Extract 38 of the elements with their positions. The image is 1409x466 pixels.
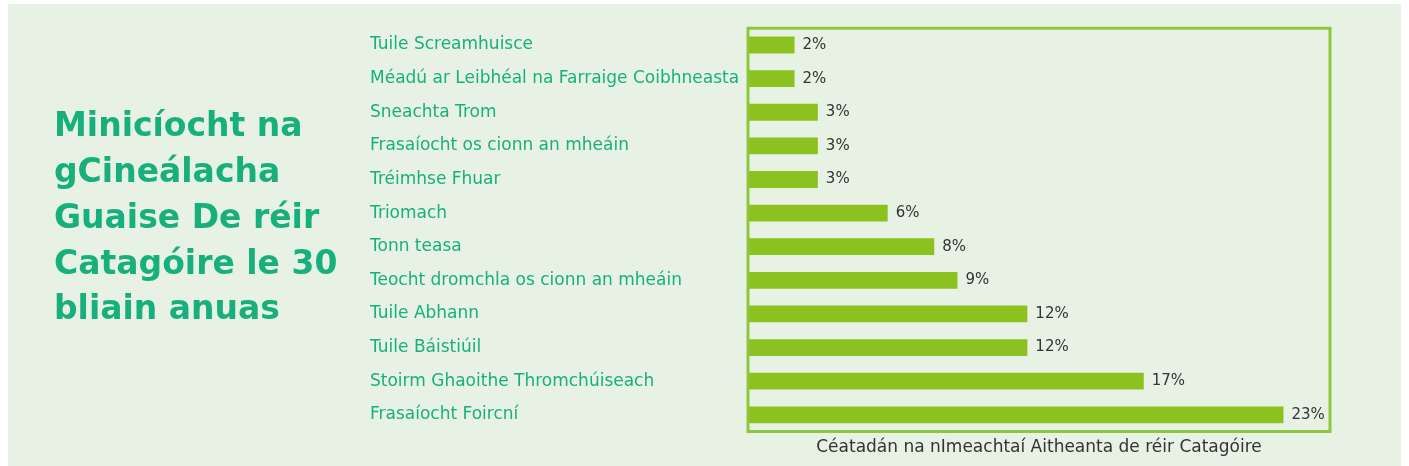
data-label: 3% — [825, 135, 850, 154]
bar — [748, 204, 888, 222]
y-tick-label: Triomach — [369, 201, 448, 222]
data-label: 23% — [1291, 404, 1325, 423]
data-label: 17% — [1151, 371, 1186, 390]
y-tick-label: Tuile Báistiúil — [369, 335, 482, 356]
data-label: 12% — [1035, 337, 1069, 356]
y-tick-label: Tuile Abhann — [369, 302, 480, 323]
data-label: 9% — [965, 270, 990, 289]
bar — [748, 406, 1284, 424]
y-tick-label: Teocht dromchla os cionn an mheáin — [369, 268, 682, 289]
bar — [748, 372, 1144, 390]
data-label: 2% — [802, 34, 827, 53]
data-label: 3% — [825, 169, 850, 188]
bar — [748, 271, 958, 289]
text: Minicíocht na gCineálacha Guaise De réir Catagóire le 30 bliain anuas — [54, 104, 339, 330]
data-label: 6% — [895, 202, 920, 221]
bar — [748, 70, 795, 88]
bar — [748, 137, 818, 155]
bar — [748, 238, 935, 256]
bar — [748, 171, 818, 188]
x-axis-title: Céatadán na nImeachtaí Aitheanta de réir Catagóire — [816, 436, 1262, 457]
bar — [748, 103, 818, 121]
data-label: 8% — [942, 236, 967, 255]
bar — [748, 305, 1028, 323]
y-tick-label: Tréimhse Fhuar — [369, 167, 501, 188]
data-label: 2% — [802, 68, 827, 87]
data-label: 12% — [1035, 303, 1069, 322]
y-tick-label: Tuile Screamhuisce — [369, 33, 534, 54]
bar — [748, 36, 795, 54]
y-tick-label: Frasaíocht os cionn an mheáin — [370, 134, 629, 155]
y-tick-label: Stoirm Ghaoithe Thromchúiseach — [370, 369, 655, 390]
y-tick-label: Sneachta Trom — [370, 100, 497, 121]
bar — [748, 339, 1028, 356]
data-label: 3% — [825, 102, 850, 121]
y-tick-label: Méadú ar Leibhéal na Farraige Coibhneasta — [370, 67, 740, 88]
y-tick-label: Tonn teasa — [369, 235, 462, 256]
y-tick-label: Frasaíocht Foircní — [370, 403, 520, 424]
